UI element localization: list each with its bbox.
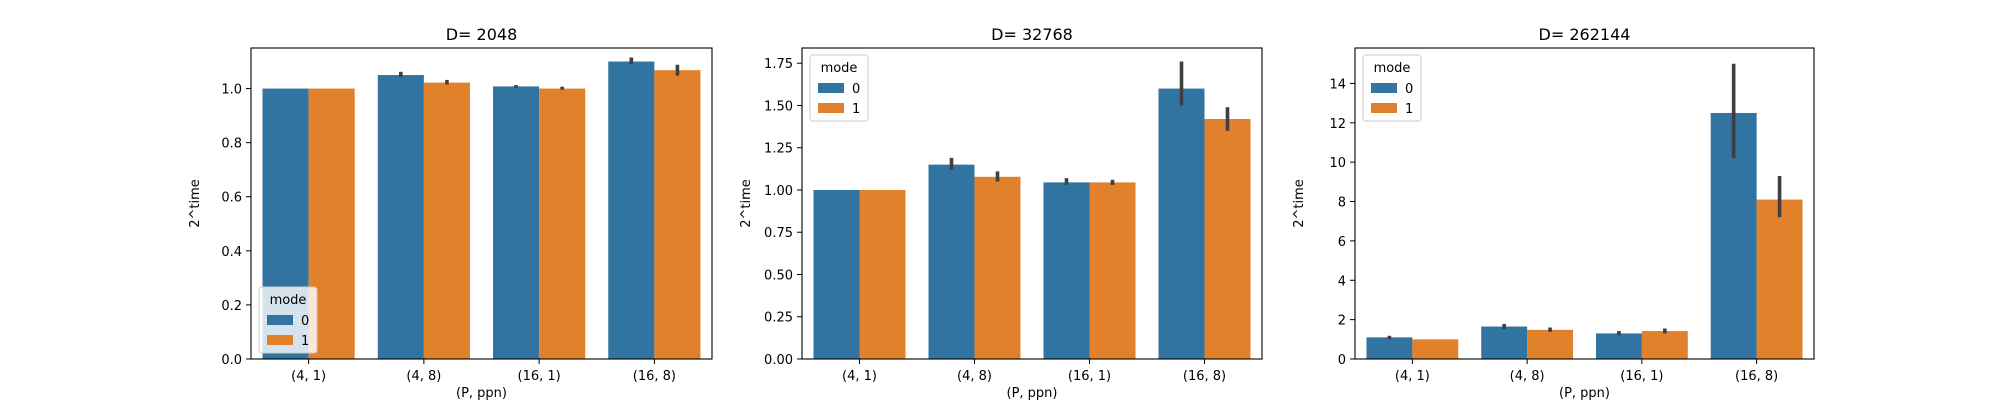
chart-title-2: D= 32768 <box>991 25 1073 44</box>
bar-1-mode1-4 <box>654 70 701 359</box>
y-tick-label-3-1: 2 <box>1338 314 1346 329</box>
legend-title-3: mode <box>1374 61 1411 76</box>
axes-frame-1 <box>250 47 713 360</box>
x-tick-label-1-1: (4, 8) <box>406 369 441 384</box>
legend-swatch-3-1 <box>1371 103 1397 113</box>
x-tick-label-1-2: (16, 1) <box>518 369 561 384</box>
chart-panel-2: 0.00 0.25 0.50 0.75 1.00 1.25 1.50 1.75 (4, 1) (4… <box>739 25 1263 401</box>
bar-1-mode1-2 <box>423 82 470 359</box>
legend-label-2-1: 1 <box>852 102 860 117</box>
bar-3-mode0-1 <box>1366 337 1413 359</box>
legend-swatch-2-0 <box>818 83 844 93</box>
y-tick-label-1-2: 0.4 <box>221 245 242 260</box>
bar-2-mode1-3 <box>1089 182 1136 359</box>
legend-label-3-0: 0 <box>1405 82 1413 97</box>
legend-title-1: mode <box>270 293 307 308</box>
y-tick-label-2-2: 0.50 <box>764 268 793 283</box>
bar-3-mode0-2 <box>1481 326 1528 359</box>
x-tick-label-2-0: (4, 1) <box>842 369 877 384</box>
y-tick-label-1-1: 0.2 <box>221 299 242 314</box>
bar-3-mode1-4 <box>1756 199 1803 359</box>
bar-2-mode0-3 <box>1043 182 1090 359</box>
y-tick-label-3-3: 6 <box>1338 235 1346 250</box>
bar-3-mode1-1 <box>1412 339 1459 359</box>
y-tick-label-3-4: 8 <box>1338 196 1346 211</box>
chart-title-3: D= 262144 <box>1539 25 1631 44</box>
axes-frame-2 <box>801 47 1263 360</box>
legend-swatch-2-1 <box>818 103 844 113</box>
x-axis-label-2: (P, ppn) <box>1007 386 1058 400</box>
y-tick-label-3-2: 4 <box>1338 274 1346 289</box>
y-tick-label-3-7: 14 <box>1329 77 1346 92</box>
x-tick-label-2-2: (16, 1) <box>1068 369 1111 384</box>
y-tick-label-2-6: 1.50 <box>764 99 793 114</box>
bar-3-mode0-3 <box>1595 333 1642 359</box>
x-tick-label-3-0: (4, 1) <box>1395 369 1430 384</box>
bar-3-mode1-3 <box>1641 331 1688 359</box>
bar-1-mode0-2 <box>377 75 424 359</box>
bar-1-mode1-3 <box>539 88 586 359</box>
legend-1: mode 0 1 <box>258 286 318 354</box>
y-axis-label-2: 2^time <box>739 179 754 228</box>
y-axis-label-3: 2^time <box>1292 179 1307 228</box>
x-tick-label-1-3: (16, 8) <box>633 369 676 384</box>
bar-2-mode1-1 <box>859 189 906 359</box>
bar-2-mode1-4 <box>1204 118 1251 359</box>
x-axis-label-1: (P, ppn) <box>456 386 507 400</box>
y-tick-label-3-6: 12 <box>1329 117 1346 132</box>
chart-title-1: D= 2048 <box>446 25 518 44</box>
legend-swatch-3-0 <box>1371 83 1397 93</box>
legend-swatch-1-0 <box>267 315 293 325</box>
x-axis-label-3: (P, ppn) <box>1559 386 1610 400</box>
legend-label-1-0: 0 <box>301 314 309 329</box>
x-tick-label-2-1: (4, 8) <box>957 369 992 384</box>
bar-1-mode0-4 <box>608 61 655 360</box>
y-tick-label-1-0: 0.0 <box>221 353 242 368</box>
legend-swatch-1-1 <box>267 335 293 345</box>
x-tick-label-3-3: (16, 8) <box>1735 369 1778 384</box>
legend-label-2-0: 0 <box>852 82 860 97</box>
y-tick-label-3-0: 0 <box>1338 353 1346 368</box>
y-tick-label-2-1: 0.25 <box>764 311 793 326</box>
y-tick-label-2-4: 1.00 <box>764 184 793 199</box>
legend-2: mode 0 1 <box>809 54 869 122</box>
legend-3: mode 0 1 <box>1362 54 1422 122</box>
y-tick-label-2-5: 1.25 <box>764 142 793 157</box>
y-tick-label-2-0: 0.00 <box>764 353 793 368</box>
x-tick-label-3-1: (4, 8) <box>1510 369 1545 384</box>
y-tick-label-2-3: 0.75 <box>764 226 793 241</box>
legend-label-3-1: 1 <box>1405 102 1413 117</box>
bar-3-mode1-2 <box>1527 329 1574 359</box>
bar-2-mode0-4 <box>1158 88 1205 359</box>
legend-label-1-1: 1 <box>301 334 309 349</box>
axes-frame-3 <box>1354 47 1815 360</box>
y-tick-label-2-7: 1.75 <box>764 57 793 72</box>
legend-title-2: mode <box>821 61 858 76</box>
bar-1-mode0-3 <box>493 86 540 360</box>
y-tick-label-1-3: 0.6 <box>221 191 242 206</box>
y-tick-label-1-4: 0.8 <box>221 137 242 152</box>
y-tick-label-3-5: 10 <box>1329 156 1346 171</box>
x-tick-label-2-3: (16, 8) <box>1183 369 1226 384</box>
chart-panel-1: 0.0 0.2 0.4 0.6 0.8 1.0 (4, 1) (4, 8) (16, 1) (16… <box>188 25 713 401</box>
x-tick-label-3-2: (16, 1) <box>1620 369 1663 384</box>
y-tick-label-1-5: 1.0 <box>221 83 242 98</box>
bar-2-mode0-2 <box>928 164 975 359</box>
x-tick-label-1-0: (4, 1) <box>291 369 326 384</box>
bar-2-mode0-1 <box>813 189 860 359</box>
y-axis-label-1: 2^time <box>188 179 203 228</box>
bar-2-mode1-2 <box>974 176 1021 359</box>
